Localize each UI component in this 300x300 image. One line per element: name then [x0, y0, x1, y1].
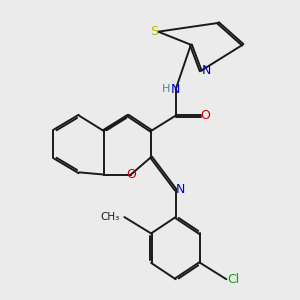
Text: CH₃: CH₃ — [101, 212, 120, 222]
Text: N: N — [175, 183, 185, 196]
Text: S: S — [150, 25, 158, 38]
Text: N: N — [171, 83, 180, 96]
Text: H: H — [162, 85, 170, 94]
Text: Cl: Cl — [227, 273, 239, 286]
Text: O: O — [126, 168, 136, 181]
Text: N: N — [202, 64, 211, 77]
Text: O: O — [200, 109, 210, 122]
